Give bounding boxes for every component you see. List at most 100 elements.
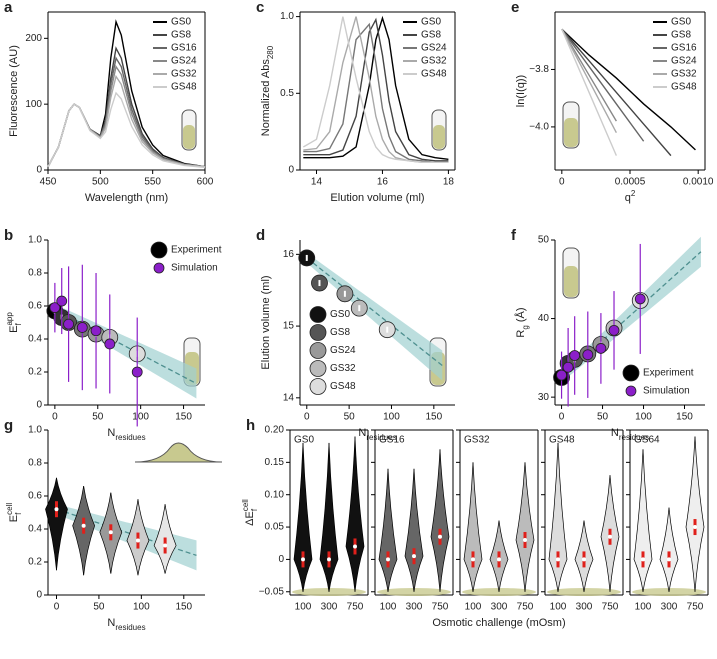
legend-label: GS48 [421, 69, 447, 80]
x-tick-label: 16 [377, 177, 389, 188]
y-axis-label: Fluorescence (AU) [8, 45, 20, 137]
violin-median [54, 507, 59, 512]
legend-label: GS32 [671, 69, 697, 80]
x-tick-label: 18 [443, 177, 455, 188]
violin-median [327, 557, 331, 562]
y-axis-label: ln(I(q)) [515, 75, 527, 107]
x-tick-label: 0 [304, 412, 310, 423]
label-main: R [515, 330, 527, 338]
x-tick-label: 150 [425, 412, 442, 423]
y-tick-label: −0.05 [259, 586, 285, 597]
label-main: E [8, 326, 20, 333]
label-main: Normalized Abs [260, 59, 272, 137]
y-tick-label: 40 [538, 313, 550, 324]
label-sub: g [521, 325, 530, 329]
violin-median [108, 530, 113, 535]
violin-median [135, 538, 140, 543]
x-tick-label: 100 [635, 602, 652, 613]
y-tick-label: −3.8 [529, 64, 549, 75]
label-sub: f [14, 512, 23, 515]
y-tick-label: 16 [283, 249, 295, 260]
panel-title: GS32 [464, 435, 490, 446]
tube-liquid [433, 125, 445, 149]
x-tick-label: 100 [380, 602, 397, 613]
legend-label: GS48 [330, 381, 356, 392]
legend-label: GS0 [330, 309, 350, 320]
panel-title: GS0 [294, 435, 314, 446]
violin-median [301, 557, 305, 562]
x-tick-label: 0.0005 [615, 177, 646, 188]
label-main: Wavelength (nm) [85, 192, 168, 204]
point-core [358, 305, 361, 312]
label-main: N [358, 427, 366, 439]
legend-label: GS8 [171, 30, 191, 41]
x-tick-label: 750 [347, 602, 364, 613]
legend-marker [153, 262, 165, 274]
legend-marker [309, 360, 327, 377]
x-tick-label: 50 [597, 412, 609, 423]
x-tick-label: 50 [92, 412, 104, 423]
violin-body [548, 442, 568, 592]
cell-icon [462, 588, 536, 596]
y-tick-label: 0.2 [28, 557, 42, 568]
y-tick-label: 200 [25, 33, 42, 44]
x-tick-label: 100 [295, 602, 312, 613]
cell-icon [377, 588, 451, 596]
cell-icon [547, 588, 621, 596]
legend-marker [309, 378, 327, 395]
label-sub: residues [115, 623, 145, 632]
y-tick-label: 1.0 [280, 11, 294, 22]
violin-body [345, 436, 365, 592]
legend-label: GS48 [171, 82, 197, 93]
point [56, 295, 68, 307]
y-tick-label: 0.2 [28, 367, 42, 378]
label-sub: 280 [266, 45, 275, 59]
y-tick-label: 0 [36, 400, 42, 411]
x-axis-label: Elution volume (ml) [330, 192, 424, 204]
legend-label: GS48 [671, 82, 697, 93]
legend-label: GS24 [171, 56, 197, 67]
legend-marker [309, 306, 327, 323]
x-tick-label: 50 [344, 412, 356, 423]
legend-label: GS16 [171, 43, 197, 54]
x-tick-label: 750 [687, 602, 704, 613]
y-tick-label: 1.0 [28, 425, 42, 436]
y-tick-label: 0.05 [265, 522, 285, 533]
legend-label: GS8 [330, 327, 350, 338]
violin-body [404, 468, 424, 592]
x-tick-label: 750 [432, 602, 449, 613]
violin-median [81, 523, 86, 528]
point [104, 338, 116, 350]
label-main: ln(I(q)) [515, 75, 527, 107]
legend-label: GS32 [421, 56, 447, 67]
point [608, 324, 620, 336]
panel-letter: e [511, 0, 519, 16]
x-tick-label: 300 [406, 602, 423, 613]
x-tick-label: 750 [517, 602, 534, 613]
legend-label: GS24 [421, 43, 447, 54]
label-sub: f [14, 323, 23, 326]
violin-median [497, 557, 501, 562]
label-main: Osmotic challenge (mOsm) [432, 617, 565, 629]
x-tick-label: 50 [93, 602, 105, 613]
x-tick-label: 100 [133, 602, 150, 613]
legend-label: Simulation [171, 263, 218, 274]
x-axis-label: Osmotic challenge (mOsm) [432, 617, 565, 629]
label-main: E [8, 515, 20, 522]
cell-icon [292, 588, 366, 596]
x-tick-label: 150 [175, 602, 192, 613]
y-tick-label: 0.10 [265, 489, 285, 500]
panel-title: GS48 [549, 435, 575, 446]
violin-body [45, 477, 68, 571]
violin-median [523, 538, 527, 542]
x-tick-label: 100 [550, 602, 567, 613]
legend-marker [150, 241, 168, 259]
label-sub: residues [115, 433, 145, 442]
cell-icon [134, 442, 223, 463]
panel-letter: b [4, 227, 13, 244]
x-axis-label: q2 [625, 189, 636, 204]
panel-letter: c [256, 0, 264, 16]
x-tick-label: 0.0010 [683, 177, 714, 188]
label-main: N [107, 427, 115, 439]
